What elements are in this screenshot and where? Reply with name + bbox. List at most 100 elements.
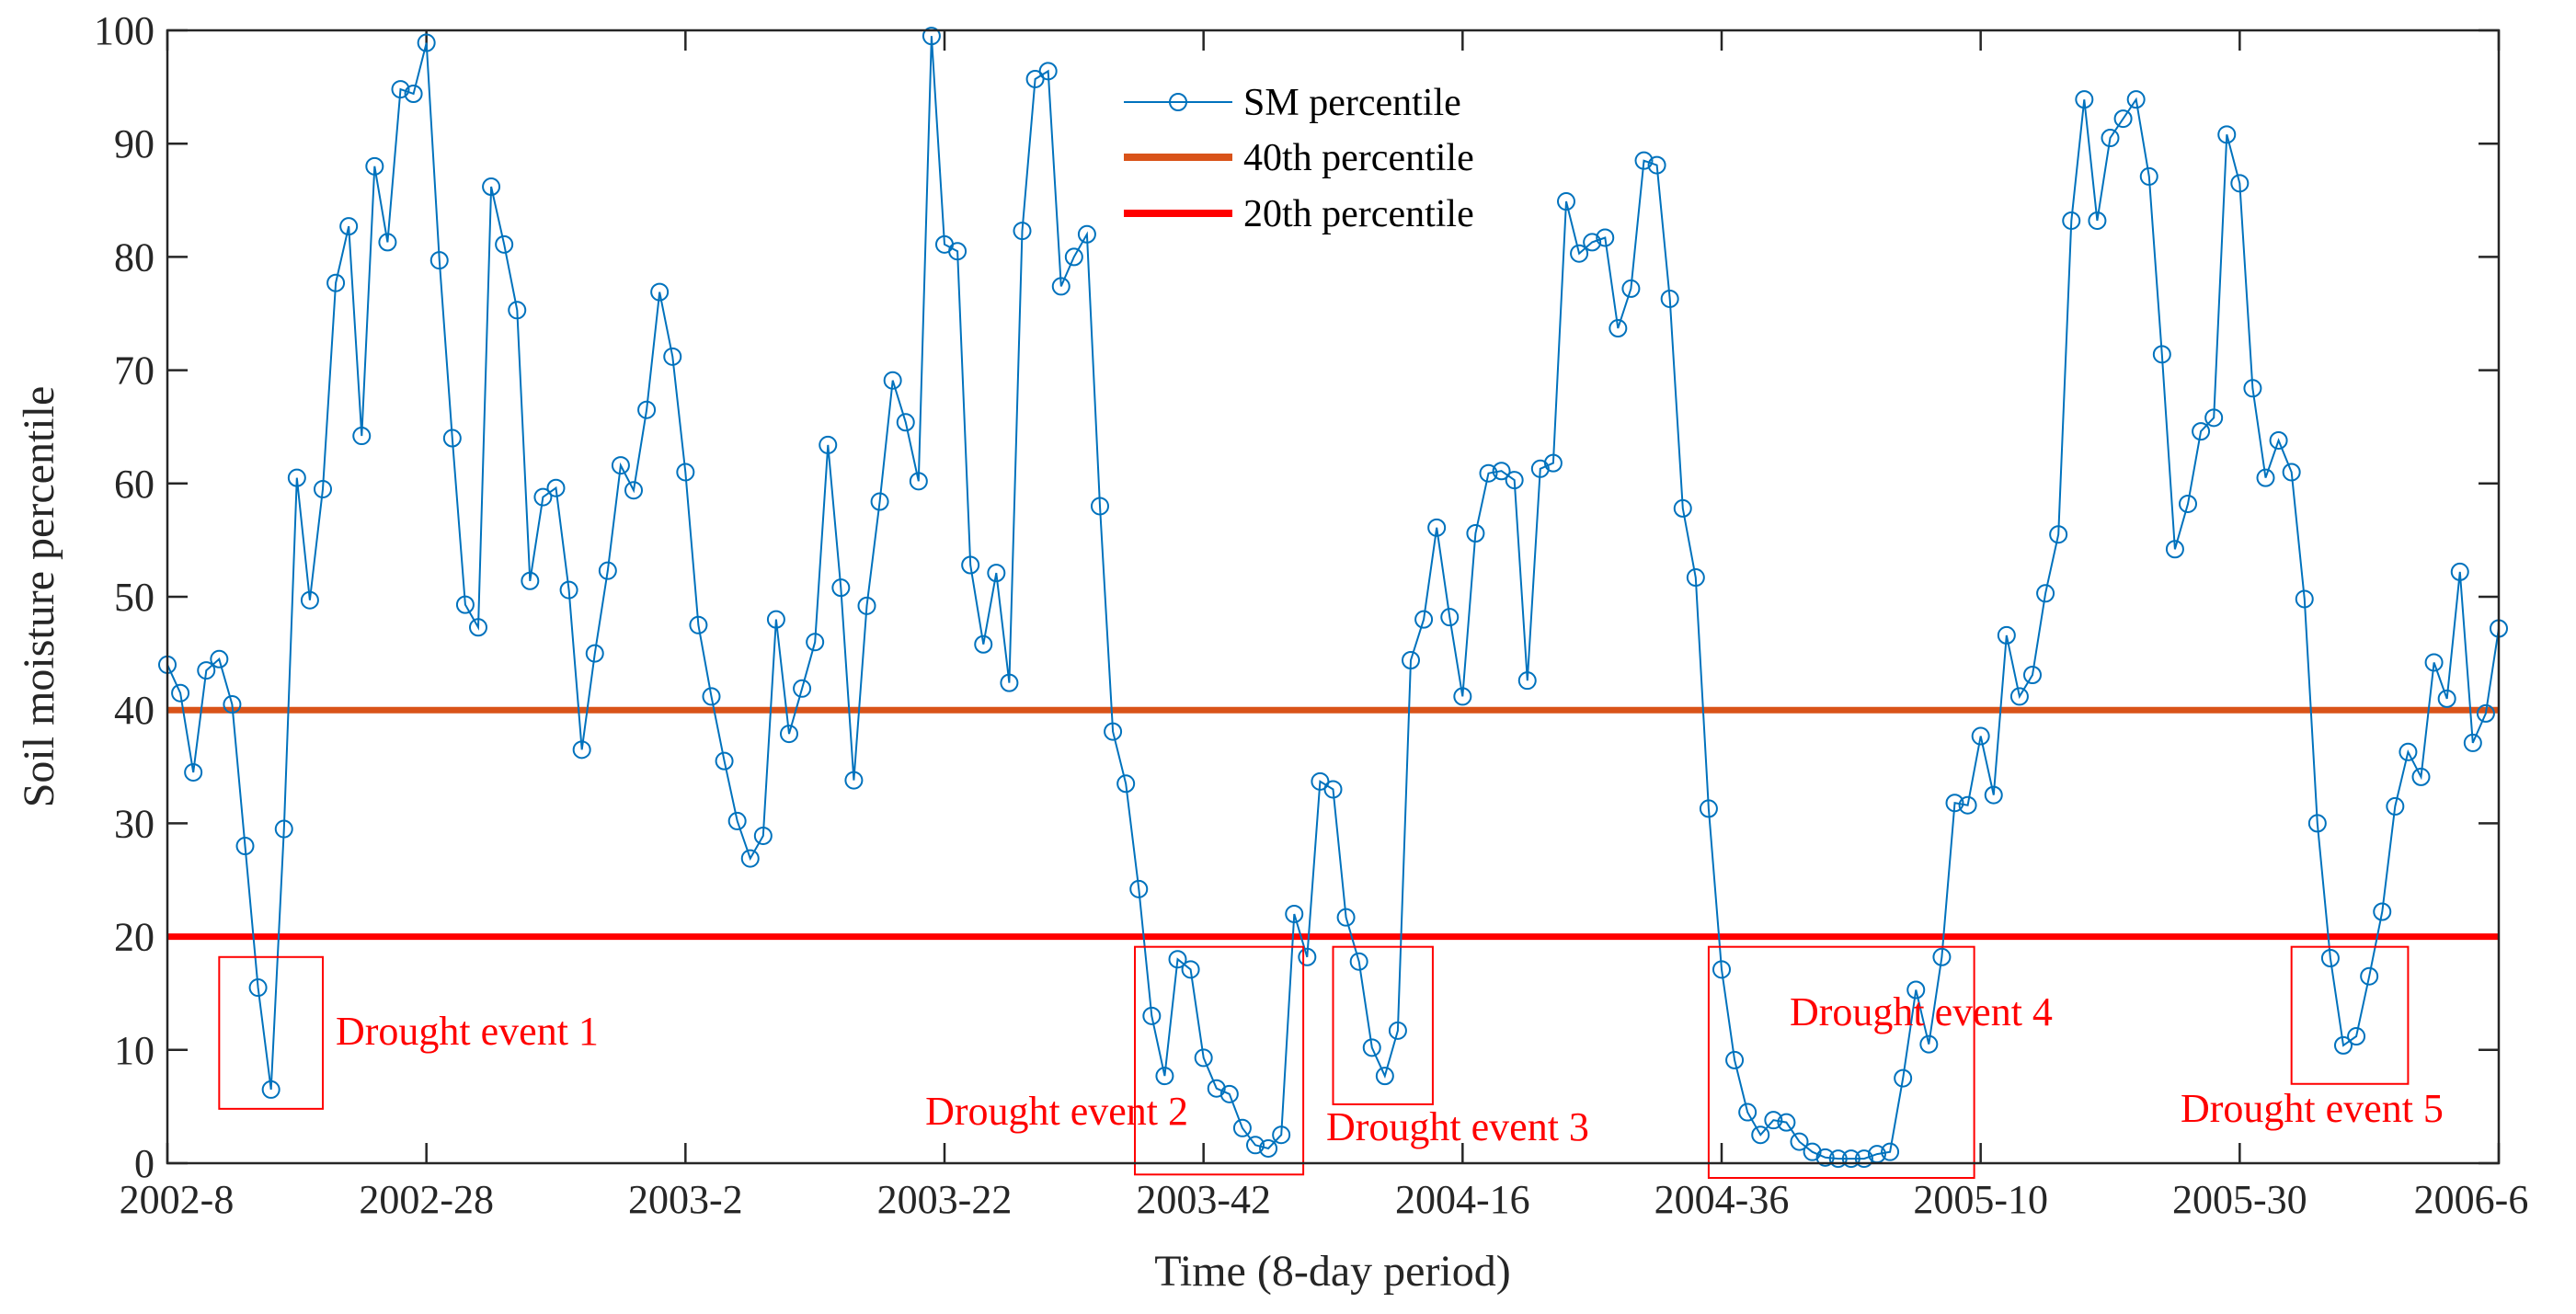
- sm-data-point: [1025, 69, 1045, 88]
- sm-data-point: [2113, 109, 2133, 129]
- sm-data-point: [650, 282, 670, 302]
- sm-data-point: [857, 596, 876, 615]
- sm-data-point: [1841, 1149, 1860, 1169]
- sm-data-point: [806, 633, 825, 652]
- sm-data-point: [1129, 879, 1149, 898]
- sm-data-point: [2179, 494, 2197, 513]
- sm-data-point: [819, 435, 838, 454]
- sm-data-point: [1621, 279, 1641, 298]
- sm-data-point: [442, 428, 462, 448]
- sm-data-point: [1168, 950, 1187, 969]
- sm-data-point: [793, 679, 812, 698]
- sm-data-point: [559, 580, 578, 600]
- sm-data-point: [1803, 1142, 1822, 1161]
- y-tick-label: 10: [114, 1028, 155, 1073]
- sm-data-point: [740, 849, 760, 868]
- sm-data-point: [585, 644, 604, 663]
- y-tick-label: 100: [94, 8, 155, 53]
- sm-data-point: [689, 615, 708, 634]
- sm-data-point: [2139, 166, 2158, 186]
- sm-data-point: [2347, 1027, 2366, 1046]
- sm-data-point: [844, 771, 864, 790]
- sm-data-point: [2075, 90, 2094, 109]
- sm-data-point: [922, 27, 941, 46]
- sm-data-point: [2009, 687, 2029, 706]
- sm-data-point: [1673, 498, 1692, 518]
- x-tick-label: 2002-8: [120, 1177, 235, 1222]
- sm-data-point: [1013, 222, 1032, 241]
- sm-data-point: [1647, 155, 1666, 175]
- sm-data-point: [508, 301, 527, 320]
- sm-data-point: [663, 347, 682, 366]
- sm-series: [166, 36, 2500, 1160]
- sm-data-point: [1997, 625, 2016, 645]
- sm-data-point: [197, 661, 216, 680]
- sm-data-point: [261, 1080, 280, 1099]
- sm-data-point: [909, 472, 928, 491]
- sm-data-point: [339, 217, 359, 236]
- sm-data-point: [1828, 1149, 1848, 1169]
- sm-data-point: [2217, 125, 2237, 144]
- sm-data-point: [598, 561, 617, 580]
- drought-annotations: Drought event 1 Drought event 2 Drought ev…: [218, 945, 2444, 1180]
- sm-data-point: [1207, 1079, 1226, 1098]
- sm-data-point: [1894, 1068, 1913, 1088]
- sm-data-point: [883, 371, 902, 390]
- sm-data-point: [1414, 610, 1434, 629]
- sm-data-point: [469, 618, 487, 637]
- sm-data-point: [2243, 379, 2262, 398]
- sm-data-point: [2256, 468, 2275, 487]
- sm-data-point: [1038, 62, 1058, 81]
- sm-data-point: [1984, 785, 2003, 805]
- sm-data-point: [1453, 687, 1472, 706]
- sm-data-point: [417, 33, 436, 52]
- drought-label-2: Drought event 2: [925, 1089, 1188, 1134]
- sm-data-point: [1232, 1118, 1252, 1137]
- sm-data-point: [753, 826, 773, 845]
- x-tick-label: 2003-22: [877, 1177, 1013, 1222]
- sm-data-point: [223, 695, 242, 714]
- sm-data-point: [352, 427, 372, 446]
- y-tick-label: 80: [114, 234, 155, 280]
- sm-data-point: [831, 578, 851, 598]
- sm-data-point: [482, 177, 501, 197]
- drought-box-1: [218, 955, 324, 1110]
- sm-data-point: [676, 463, 695, 482]
- sm-data-point: [1051, 277, 1070, 296]
- drought-box-2: [1134, 945, 1305, 1176]
- sm-data-point: [287, 468, 306, 487]
- sm-data-point: [2036, 584, 2055, 603]
- drought-box-5: [2290, 945, 2410, 1085]
- sm-data-point: [1919, 1034, 1939, 1054]
- drought-label-4: Drought event 4: [1790, 989, 2053, 1034]
- sm-data-point: [171, 683, 190, 703]
- sm-data-point: [1530, 459, 1550, 478]
- sm-data-point: [1738, 1103, 1757, 1122]
- sm-data-point: [2204, 408, 2224, 428]
- sm-data-point: [1660, 289, 1679, 308]
- x-tick-label: 2004-16: [1395, 1177, 1530, 1222]
- sm-data-point: [1492, 462, 1511, 481]
- sm-data-point: [2192, 422, 2211, 441]
- sm-data-point: [184, 762, 203, 782]
- sm-data-point: [2307, 814, 2327, 833]
- sm-data-point: [1751, 1125, 1770, 1145]
- sm-data-point: [391, 80, 410, 99]
- legend-marker-sm: [1169, 93, 1187, 111]
- sm-data-point: [1958, 795, 1977, 815]
- y-tick-label: 90: [114, 121, 155, 166]
- sm-markers: [158, 27, 2508, 1169]
- sm-data-point: [2399, 742, 2418, 761]
- sm-data-point: [1142, 1006, 1162, 1025]
- sm-data-point: [1596, 228, 1615, 247]
- y-tick-label: 60: [114, 462, 155, 507]
- x-tick-label: 2003-42: [1136, 1177, 1271, 1222]
- sm-data-point: [365, 156, 384, 176]
- sm-data-point: [1790, 1132, 1809, 1151]
- y-axis-title: Soil moisture percentile: [15, 386, 63, 808]
- sm-data-point: [1181, 960, 1200, 979]
- drought-box-4: [1707, 945, 1975, 1180]
- sm-data-point: [2424, 653, 2444, 672]
- sm-data-point: [1259, 1138, 1278, 1158]
- sm-data-point: [2476, 703, 2495, 723]
